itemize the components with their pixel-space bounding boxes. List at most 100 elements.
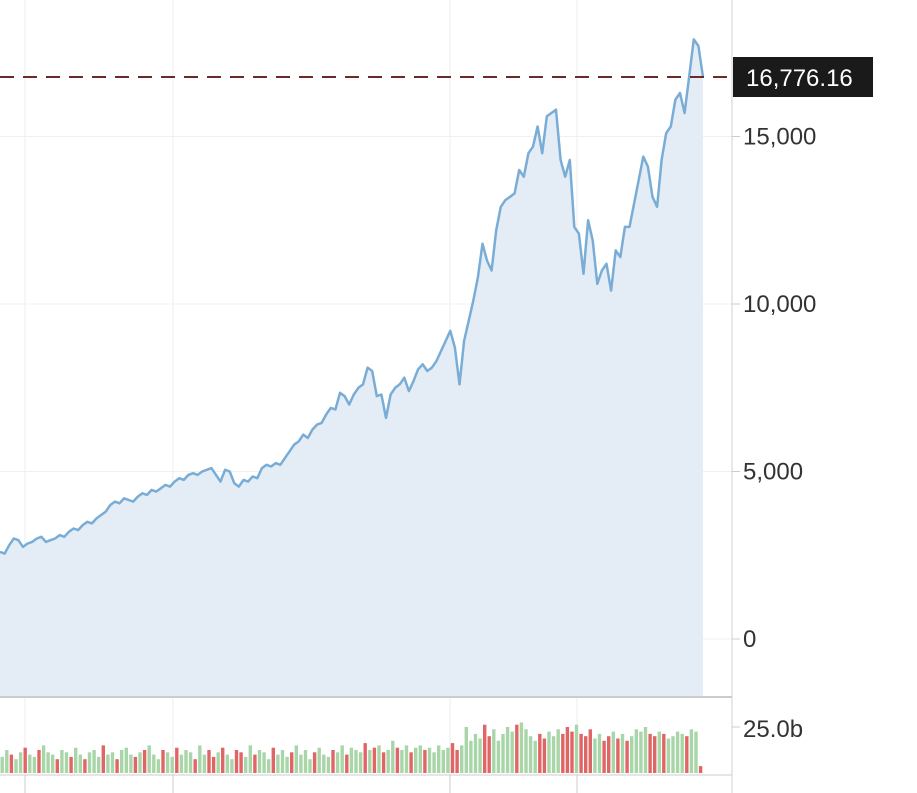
volume-bar bbox=[78, 754, 82, 773]
volume-bar bbox=[441, 750, 445, 773]
volume-bar bbox=[230, 759, 234, 773]
volume-bar bbox=[142, 750, 147, 773]
volume-bar bbox=[124, 747, 128, 773]
volume-bar bbox=[515, 724, 519, 773]
volume-bar bbox=[469, 740, 473, 773]
volume-bar bbox=[538, 733, 542, 773]
volume-bar bbox=[666, 738, 671, 773]
volume-bar bbox=[685, 736, 689, 773]
volume-bar bbox=[404, 745, 409, 773]
volume-bar bbox=[308, 759, 312, 773]
volume-bar bbox=[170, 756, 174, 773]
volume-bar bbox=[662, 733, 666, 773]
volume-bar bbox=[239, 752, 243, 773]
volume-bar bbox=[312, 752, 317, 773]
volume-bar bbox=[487, 736, 491, 773]
volume-bar bbox=[97, 756, 101, 773]
volume-bar bbox=[653, 736, 657, 773]
volume-bar bbox=[698, 766, 703, 773]
volume-bar bbox=[519, 722, 524, 773]
volume-bar bbox=[363, 743, 367, 773]
volume-bar bbox=[74, 747, 78, 773]
volume-bar bbox=[432, 752, 436, 773]
volume-bar bbox=[28, 754, 32, 773]
volume-bar bbox=[129, 754, 133, 773]
volume-bar bbox=[234, 750, 239, 773]
volume-bar bbox=[565, 727, 570, 773]
volume-bar bbox=[427, 747, 432, 773]
volume-bar bbox=[133, 756, 138, 773]
volume-bar bbox=[588, 729, 592, 773]
volume-bar bbox=[18, 752, 23, 773]
volume-bar bbox=[5, 750, 9, 773]
volume-bar bbox=[253, 754, 257, 773]
area-fill bbox=[0, 39, 703, 697]
y-axis bbox=[0, 0, 740, 793]
volume-bar bbox=[386, 750, 390, 773]
volume-bar bbox=[437, 745, 441, 773]
volume-bar bbox=[41, 745, 46, 773]
volume-bar bbox=[450, 743, 455, 773]
volume-bar bbox=[391, 740, 395, 773]
last-value-label: 16,776.16 bbox=[746, 65, 853, 92]
volume-bar bbox=[372, 747, 377, 773]
volume-bar bbox=[492, 729, 496, 773]
volume-bar bbox=[115, 759, 119, 773]
volume-bar bbox=[120, 750, 124, 773]
volume-bar bbox=[322, 754, 326, 773]
volume-bar bbox=[188, 752, 193, 773]
volume-bar bbox=[680, 733, 684, 773]
volume-bar bbox=[87, 752, 92, 773]
volume-bar bbox=[147, 745, 151, 773]
volume-bar bbox=[483, 724, 487, 773]
y-tick-label-1: 5,000 bbox=[743, 459, 803, 486]
volume-bar bbox=[418, 745, 422, 773]
volume-bar bbox=[395, 747, 400, 773]
volume-bar bbox=[257, 750, 262, 773]
volume-bar bbox=[285, 756, 289, 773]
volume-bar bbox=[32, 756, 37, 773]
volume-bar bbox=[611, 731, 615, 773]
volume-bar bbox=[574, 724, 579, 773]
volume-bar bbox=[83, 759, 87, 773]
volume-bar bbox=[460, 745, 464, 773]
volume-bar bbox=[9, 754, 14, 773]
volume-bar bbox=[639, 731, 643, 773]
volume-bar bbox=[303, 750, 308, 773]
volume-bar bbox=[446, 747, 450, 773]
volume-bar bbox=[179, 754, 184, 773]
volume-bar bbox=[92, 750, 96, 773]
volume-bar bbox=[202, 754, 207, 773]
series-line bbox=[0, 38, 705, 555]
volume-bar bbox=[694, 731, 698, 773]
volume-bar bbox=[349, 747, 354, 773]
volume-bar bbox=[551, 736, 556, 773]
volume-axis-label: 25.0b bbox=[743, 716, 803, 743]
volume-bar bbox=[542, 738, 547, 773]
volume-bar bbox=[616, 738, 620, 773]
volume-bar bbox=[110, 752, 115, 773]
volume-bar bbox=[152, 754, 156, 773]
volume-bar bbox=[593, 738, 597, 773]
volume-bar bbox=[184, 750, 188, 773]
volume-bar bbox=[340, 745, 344, 773]
volume-bar bbox=[533, 740, 537, 773]
volume-bar bbox=[51, 754, 55, 773]
volume-bar bbox=[528, 736, 533, 773]
volume-bar bbox=[165, 752, 170, 773]
volume-bar bbox=[106, 754, 110, 773]
volume-bar bbox=[294, 745, 298, 773]
volume-bar bbox=[671, 736, 675, 773]
volume-bar bbox=[193, 759, 197, 773]
volume-bar bbox=[570, 731, 574, 773]
volume-bar bbox=[455, 750, 459, 773]
volume-bar bbox=[331, 750, 335, 773]
volume-bar bbox=[280, 750, 285, 773]
volume-bar bbox=[368, 750, 372, 773]
volume-bar bbox=[381, 752, 386, 773]
volume-bar bbox=[326, 756, 331, 773]
price-area bbox=[0, 38, 732, 697]
volume-bar bbox=[335, 752, 340, 773]
volume-bar bbox=[689, 729, 694, 773]
volume-bar bbox=[675, 731, 680, 773]
